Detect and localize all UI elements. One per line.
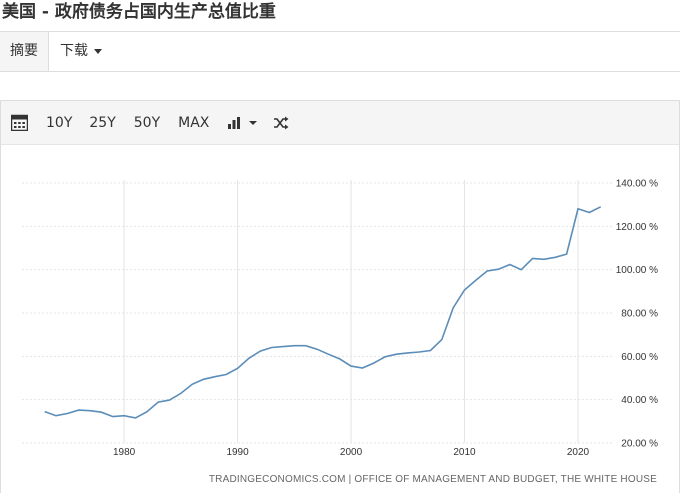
x-tick-label: 1980 <box>113 447 136 458</box>
y-tick-label: 100.00 % <box>616 265 658 276</box>
page-title: 美国 - 政府债务占国内生产总值比重 <box>2 2 276 22</box>
chart-type-button[interactable] <box>228 116 259 129</box>
range-50y-button[interactable]: 50Y <box>133 114 161 131</box>
y-tick-label: 60.00 % <box>621 352 658 363</box>
download-label: 下载 <box>60 43 88 59</box>
bar-chart-icon <box>228 116 241 129</box>
range-25y-button[interactable]: 25Y <box>89 114 116 131</box>
range-max-button[interactable]: MAX <box>178 114 210 131</box>
y-tick-label: 140.00 % <box>616 179 658 190</box>
series-line <box>44 206 602 419</box>
y-tick-label: 40.00 % <box>621 395 658 406</box>
chevron-down-icon <box>249 120 258 125</box>
tab-summary[interactable]: 摘要 <box>0 32 49 71</box>
chart-panel: 10Y 25Y 50Y MAX <box>0 100 680 493</box>
x-tick-label: 2000 <box>340 447 363 458</box>
source-credit: TRADINGECONOMICS.COM | OFFICE OF MANAGEM… <box>209 474 657 485</box>
range-10y-button[interactable]: 10Y <box>46 114 73 131</box>
grid-lines <box>22 180 612 444</box>
calendar-icon[interactable] <box>11 114 28 131</box>
download-menu-button[interactable]: 下载 <box>49 32 102 71</box>
tab-bar: 摘要 下载 <box>0 31 680 72</box>
x-tick-label: 2010 <box>453 447 476 458</box>
y-axis-ticks: 20.00 % 40.00 % 60.00 % 80.00 % 100.00 % 120.… <box>616 179 658 450</box>
y-tick-label: 80.00 % <box>621 309 658 320</box>
x-tick-label: 2020 <box>567 447 590 458</box>
shuffle-icon[interactable] <box>273 116 289 130</box>
chart-toolbar: 10Y 25Y 50Y MAX <box>1 101 679 145</box>
x-axis-ticks: 1980 1990 2000 2010 2020 <box>113 447 590 458</box>
y-tick-label: 120.00 % <box>616 222 658 233</box>
y-tick-label: 20.00 % <box>621 439 658 450</box>
x-tick-label: 1990 <box>226 447 249 458</box>
caret-down-icon <box>94 49 102 54</box>
